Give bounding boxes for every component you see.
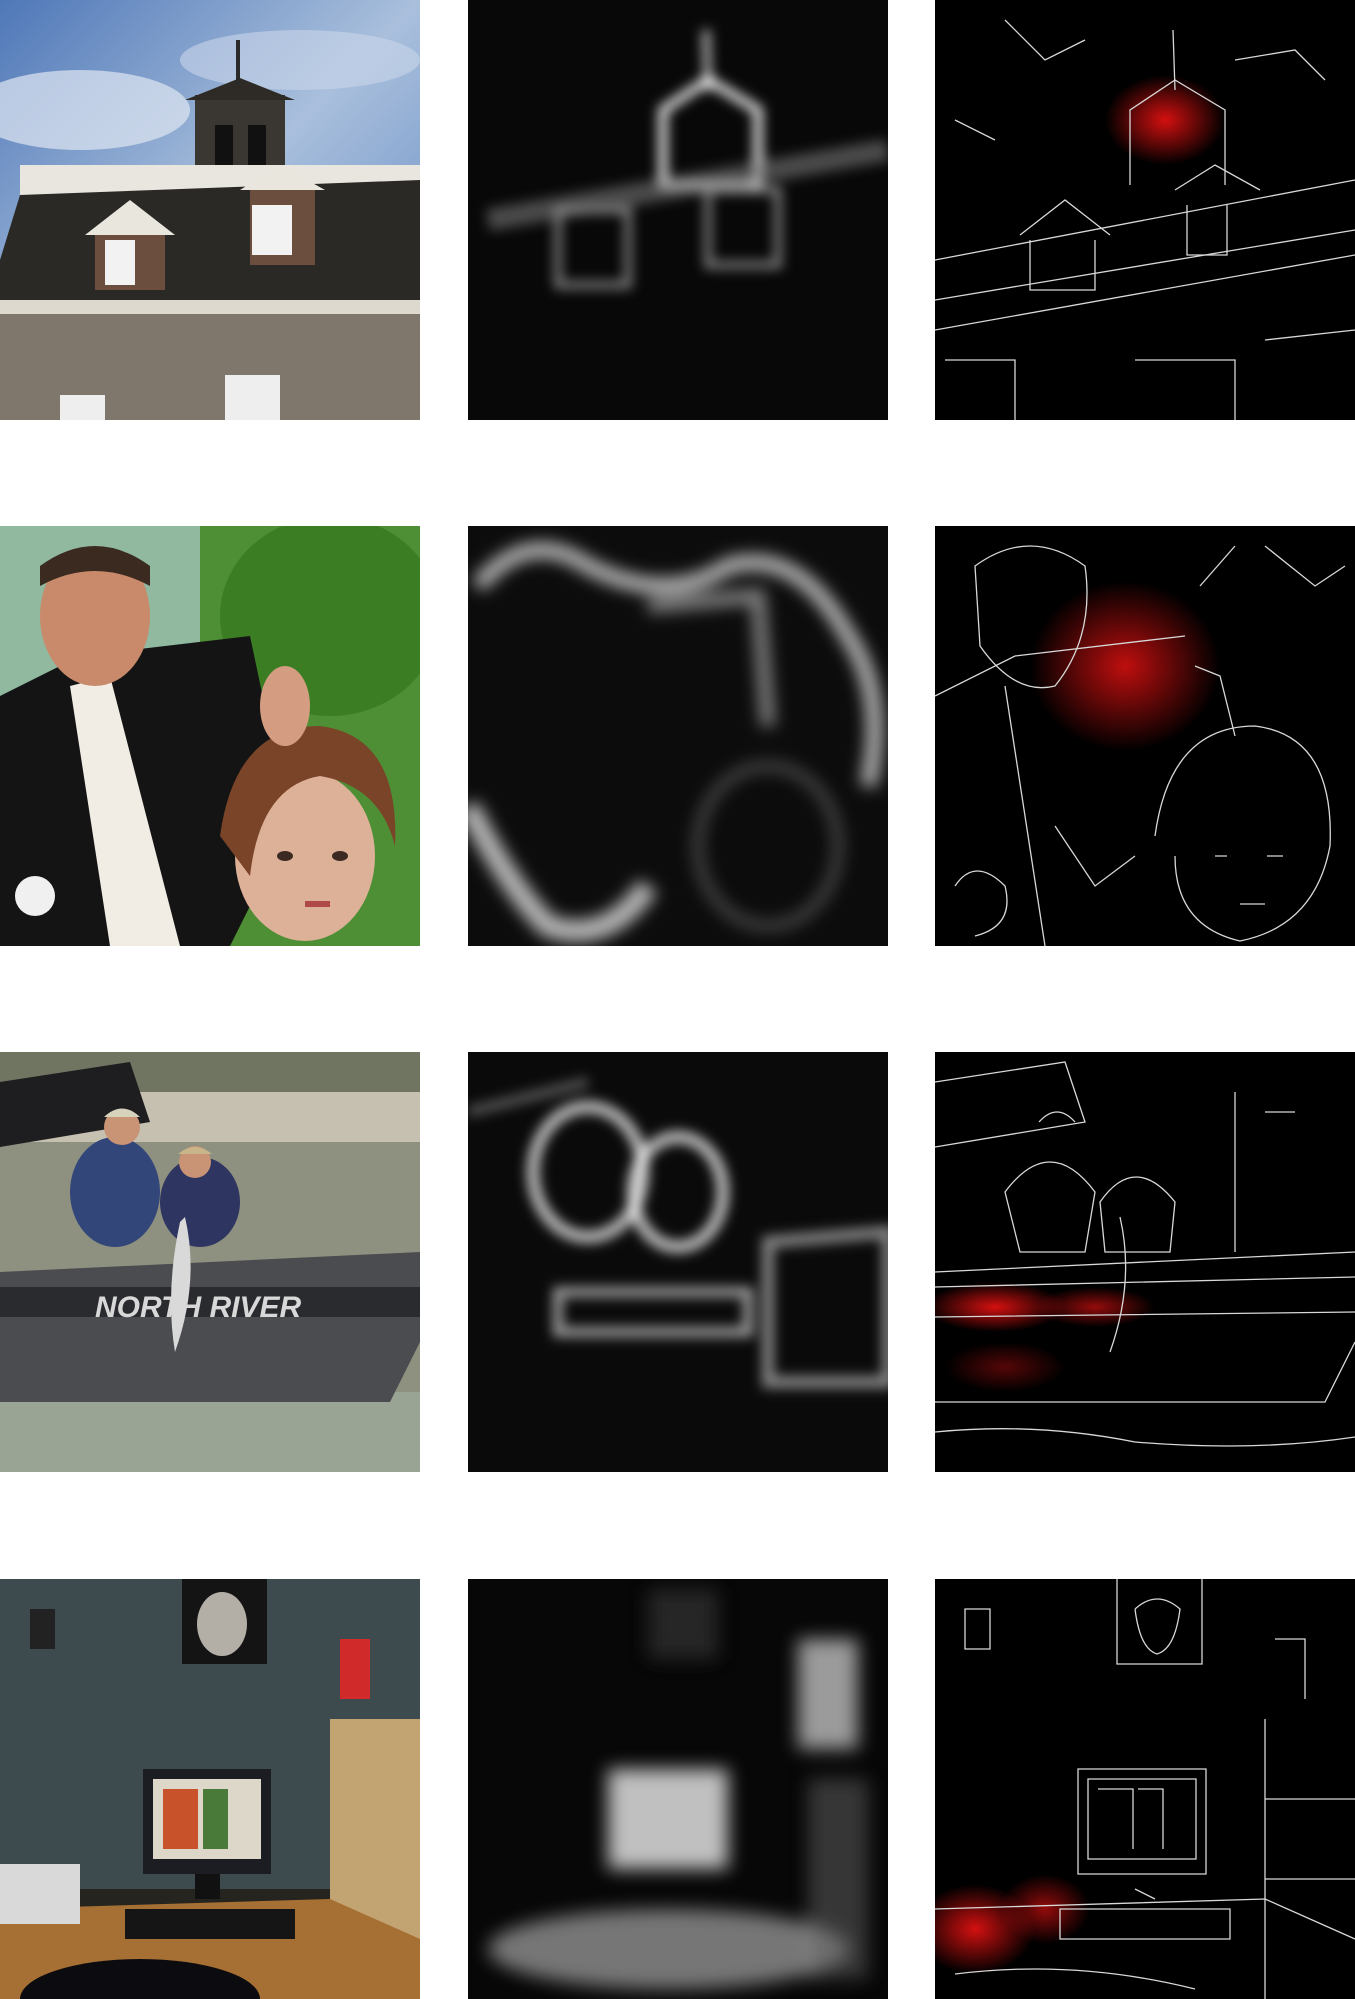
photo-office-desk: [0, 1579, 420, 1999]
edge-overlay-fishing-boat: [935, 1052, 1355, 1472]
saliency-hairdresser: [468, 526, 888, 946]
hull-lettering: NORTH RIVER: [95, 1291, 301, 1324]
photo-fishing-boat: NORTH RIVER: [0, 1052, 420, 1472]
edge-overlay-hairdresser: [935, 526, 1355, 946]
edge-overlay-office-desk: [935, 1579, 1355, 1999]
saliency-office-desk: [468, 1579, 888, 1999]
edge-overlay-building: [935, 0, 1355, 420]
saliency-fishing-boat: [468, 1052, 888, 1472]
photo-building: [0, 0, 420, 420]
photo-hairdresser: [0, 526, 420, 946]
saliency-building: [468, 0, 888, 420]
